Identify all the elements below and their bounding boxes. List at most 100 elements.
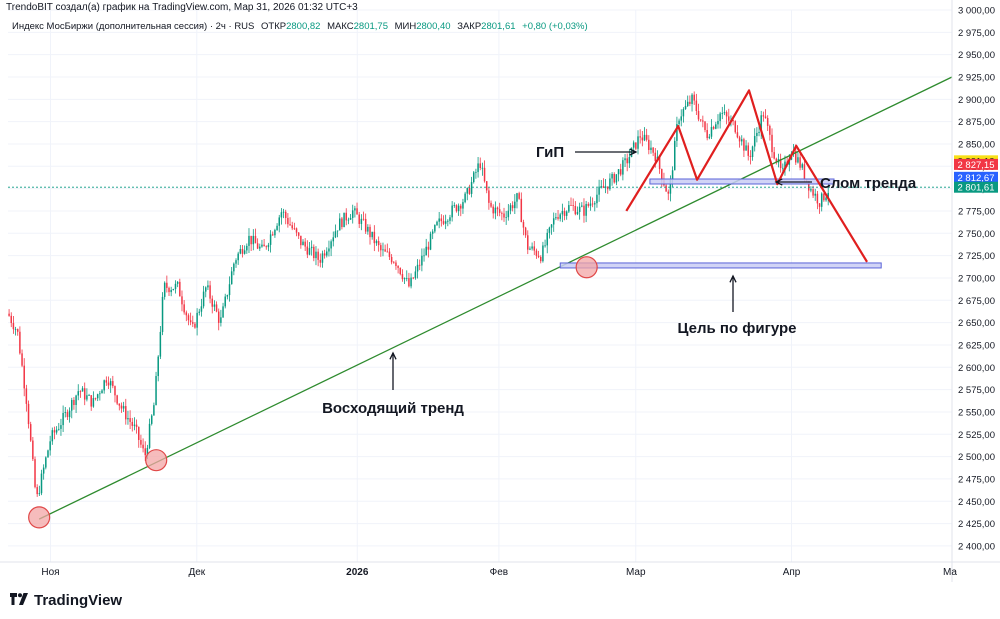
candle-body [58,428,60,430]
close-label: ЗАКР [457,21,482,32]
candle-body [578,206,581,212]
price-tick-label: 2 775,00 [958,206,995,217]
candle-body [565,211,568,216]
low-value: 2800,40 [416,21,451,32]
candle-body [609,178,611,190]
uptrend-line [38,76,953,520]
touch-point-circle [145,449,168,472]
candle-body [142,444,144,449]
annotation-labels: ГиП Слом тренда Цель по фигуре Восходящий т… [322,144,917,417]
candle-body [753,136,756,147]
price-tick-label: 2 750,00 [958,229,995,240]
candle-body [68,410,71,418]
candle-body [418,264,421,266]
price-label-text: 2 812,67 [958,173,995,184]
ohlc-legend: Индекс МосБиржи (дополнительная сессия) … [12,21,588,32]
candle-body [310,246,313,249]
candle-body [462,202,464,209]
candle-body [45,457,47,468]
candle-body [591,203,594,205]
candle-body [362,218,365,220]
candle-body [189,320,192,323]
candle-body [468,188,471,194]
candle-body [79,391,82,393]
candle-body [715,124,717,129]
candle-body [315,251,317,259]
candle-body [120,405,123,409]
time-tick-label: Фев [490,567,508,578]
price-tick-label: 2 400,00 [958,541,995,552]
candle-body [766,118,769,126]
candle-body [820,193,823,207]
candle-body [751,146,754,157]
candle-body [527,235,529,250]
candle-body [514,201,516,209]
candle-body [328,248,330,252]
candle-body [241,248,244,254]
candle-body [598,186,600,195]
candle-body [619,169,622,175]
candle-body [133,424,136,426]
candle-body [354,208,356,211]
candle-body [492,206,494,214]
candle-body [606,186,609,190]
close-value: 2801,61 [481,21,516,32]
candle-body [451,205,453,218]
candle-body [637,136,639,149]
price-tick-label: 2 975,00 [958,28,995,39]
candle-body [479,163,481,168]
candle-body [699,119,702,121]
candle-body [233,263,235,272]
candle-body [23,365,25,389]
candle-body [529,248,531,250]
candle-body [99,393,101,395]
candle-body [274,229,276,236]
candle-body [32,440,34,460]
candle-body [557,217,559,219]
neckline-level [649,178,835,185]
candle-body [220,317,222,323]
candle-body [282,211,285,213]
candle-body [611,173,613,179]
candle-body [271,234,274,236]
candle-body [665,185,667,192]
candle-body [27,403,30,425]
time-tick-label: Ноя [41,567,59,578]
candle-body [269,234,272,245]
candle-body [319,259,322,263]
candle-body [669,179,672,194]
candle-body [470,182,473,194]
candle-body [697,110,700,120]
tradingview-footer: TradingView [8,589,122,611]
candle-body [795,151,797,163]
candle-body [10,315,12,324]
candle-body [364,218,367,232]
candle-body [447,220,449,222]
candle-body [710,126,713,137]
candle-body [505,217,507,219]
candle-body [302,241,304,246]
candle-body [356,208,358,215]
candle-body [64,412,67,413]
candle-body [680,116,682,121]
candle-body [410,277,412,287]
candle-body [810,189,812,191]
price-label-text: 2 827,15 [958,160,995,171]
candle-body [248,235,250,246]
candle-body [88,395,90,396]
candle-body [83,388,86,400]
candle-body [457,205,460,212]
candle-body [137,426,140,440]
candle-body [60,425,62,429]
candle-body [8,313,10,316]
candle-body [148,423,151,448]
candle-body [736,132,739,138]
candle-body [639,136,641,138]
candle-body [782,167,784,169]
price-tick-label: 2 450,00 [958,497,995,508]
price-tick-label: 2 425,00 [958,519,995,530]
candle-body [287,217,289,225]
candle-body [797,157,799,163]
price-tick-label: 2 925,00 [958,72,995,83]
